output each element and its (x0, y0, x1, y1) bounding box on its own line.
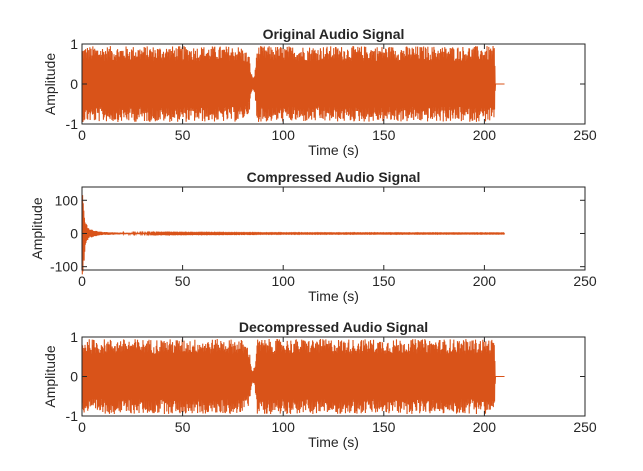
y-tick-label: 0 (70, 369, 78, 385)
x-tick-label: 0 (78, 419, 86, 435)
x-tick-label: 200 (473, 419, 497, 435)
y-tick-label: 1 (70, 329, 78, 345)
y-tick-label: -100 (50, 259, 78, 275)
x-tick-label: 100 (272, 127, 296, 143)
y-tick-label: 0 (70, 76, 78, 92)
y-tick-label: 0 (70, 225, 78, 241)
x-tick-label: 50 (175, 419, 191, 435)
x-tick-label: 0 (78, 273, 86, 289)
y-axis-label: Amplitude (42, 53, 58, 115)
y-axis-label: Amplitude (42, 345, 58, 407)
x-axis-label: Time (s) (308, 142, 359, 158)
plot-area (81, 186, 586, 271)
y-tick-label: 100 (55, 192, 79, 208)
x-tick-label: 0 (78, 127, 86, 143)
x-tick-label: 250 (573, 273, 597, 289)
x-tick-label: 50 (175, 127, 191, 143)
x-tick-label: 150 (372, 127, 396, 143)
x-axis-label: Time (s) (308, 288, 359, 304)
x-tick-label: 200 (473, 273, 497, 289)
signal-line (81, 339, 505, 415)
x-tick-label: 250 (573, 419, 597, 435)
x-tick-label: 200 (473, 127, 497, 143)
x-tick-label: 150 (372, 273, 396, 289)
signal-line (81, 195, 506, 275)
signal-line (81, 46, 505, 122)
chart-title: Decompressed Audio Signal (239, 319, 428, 335)
x-tick-label: 150 (372, 419, 396, 435)
axes-frame (81, 186, 586, 271)
y-axis-label: Amplitude (29, 197, 45, 259)
x-tick-label: 250 (573, 127, 597, 143)
y-tick-label: -1 (66, 116, 79, 132)
chart-title: Compressed Audio Signal (247, 169, 421, 185)
x-tick-label: 100 (272, 419, 296, 435)
y-tick-label: 1 (70, 36, 78, 52)
x-tick-label: 50 (175, 273, 191, 289)
x-axis-label: Time (s) (308, 434, 359, 450)
x-tick-label: 100 (272, 273, 296, 289)
chart-title: Original Audio Signal (263, 26, 405, 42)
y-tick-label: -1 (66, 408, 79, 424)
